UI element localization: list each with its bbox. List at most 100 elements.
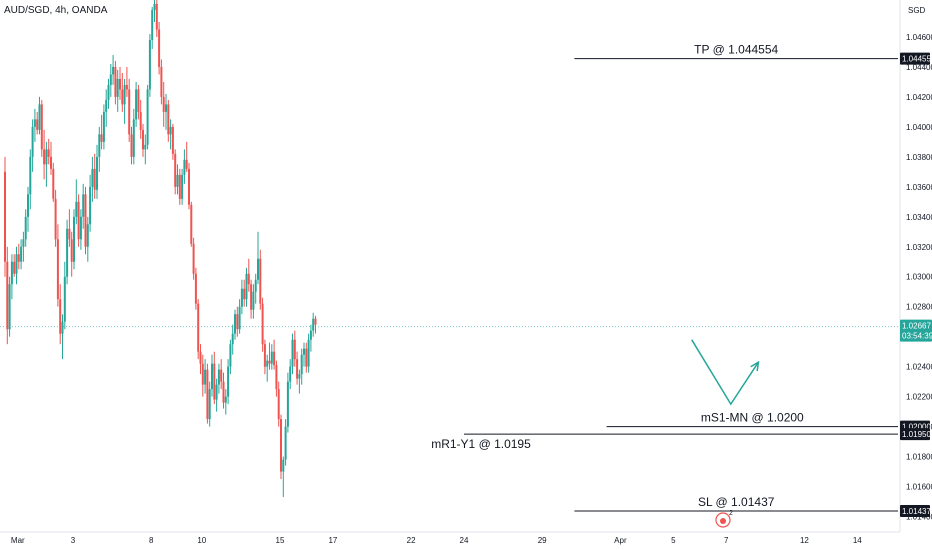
candle-body-103: [240, 288, 243, 307]
level-tag-1: 1.02000: [902, 423, 931, 432]
levels-layer: TP @ 1.044554 mS1-MN @ 1.0200 mR1-Y1 @ 1.0…: [0, 43, 898, 512]
candle-body-22: [54, 198, 57, 240]
candle-body-68: [160, 66, 163, 97]
candle-body-14: [36, 119, 39, 130]
candle-body-105: [245, 273, 248, 300]
candle-body-62: [146, 89, 149, 145]
level-tag-bg-2: [900, 428, 930, 441]
candle-body-18: [45, 149, 48, 165]
candle-body-106: [247, 273, 250, 285]
symbol-text: AUD/SGD, 4h, OANDA: [4, 5, 108, 16]
level-tag-2: 1.01950: [902, 430, 931, 439]
candle-body-30: [73, 216, 75, 262]
candle-body-8: [22, 239, 25, 247]
price-tick-8: 1.03000: [906, 273, 932, 282]
candle-body-34: [82, 194, 85, 217]
candle-body-90: [211, 363, 213, 390]
candle-body-109: [254, 279, 257, 292]
candle-body-99: [231, 333, 234, 345]
level-label-0: TP @ 1.044554: [694, 43, 778, 57]
candle-body-67: [158, 29, 161, 67]
level-tag-0: 1.04455: [902, 55, 931, 64]
candles-layer: [4, 0, 317, 498]
candle-body-63: [148, 39, 151, 90]
projection-path: [691, 339, 760, 406]
candle-body-3: [10, 261, 13, 285]
time-tick-7: 24: [460, 536, 469, 545]
currency-label: SGD: [908, 6, 926, 15]
candle-body-40: [96, 156, 98, 190]
candle-body-104: [243, 288, 246, 300]
level-label-1: mS1-MN @ 1.0200: [701, 411, 804, 425]
candle-body-108: [252, 291, 255, 310]
candle-body-20: [50, 156, 52, 169]
price-tick-12: 1.02200: [906, 393, 932, 402]
candle-body-71: [167, 104, 170, 135]
candle-body-107: [250, 284, 253, 310]
candle-body-42: [100, 134, 103, 142]
candle-body-60: [142, 129, 144, 150]
candle-body-128: [298, 374, 301, 379]
candle-body-64: [151, 10, 154, 40]
candle-body-10: [27, 194, 29, 217]
candle-body-26: [63, 276, 66, 322]
candle-body-93: [217, 369, 220, 385]
candle-body-78: [183, 159, 186, 175]
time-axis[interactable]: Mar 3 8 10 15 17 22 24 29 Apr 5 7 12 14: [0, 531, 900, 545]
current-price-tag: 1.02667: [902, 322, 931, 331]
candle-body-111: [259, 258, 262, 304]
price-tick-15: 1.01600: [906, 483, 932, 492]
tradingview-logo[interactable]: 2: [715, 510, 733, 528]
candle-body-79: [185, 159, 188, 169]
candle-body-49: [116, 78, 119, 97]
candle-body-39: [93, 168, 96, 190]
candle-body-25: [61, 321, 64, 334]
level-label-3: SL @ 1.01437: [698, 495, 775, 509]
candle-body-82: [192, 243, 195, 274]
candle-body-73: [171, 126, 174, 154]
candle-body-38: [91, 168, 94, 187]
level-tag-3: 1.01437: [902, 507, 931, 516]
price-axis[interactable]: 1.04600 1.04400 1.04200 1.04000 1.03800 1.036…: [899, 0, 932, 532]
candle-body-102: [238, 306, 241, 330]
candle-body-130: [303, 348, 305, 355]
candle-body-23: [56, 239, 59, 300]
candle-body-31: [75, 201, 78, 217]
logo-dot-icon: [720, 518, 726, 524]
time-tick-2: 8: [149, 536, 154, 545]
candle-body-0: [4, 171, 6, 262]
price-tick-2: 1.04200: [906, 93, 932, 102]
price-tick-14: 1.01800: [906, 453, 932, 462]
candle-body-27: [66, 228, 69, 277]
candle-body-11: [29, 156, 32, 195]
candle-body-129: [300, 354, 303, 375]
candle-body-125: [291, 339, 294, 367]
candle-body-44: [105, 99, 108, 112]
candle-body-55: [130, 134, 133, 157]
candle-body-121: [282, 459, 285, 472]
candle-body-80: [188, 168, 190, 205]
candle-body-37: [89, 186, 92, 225]
candle-body-76: [178, 174, 181, 199]
candle-body-118: [275, 365, 278, 390]
candle-body-113: [263, 344, 266, 367]
candle-body-9: [24, 216, 27, 240]
candle-body-72: [169, 126, 172, 135]
candle-body-84: [197, 303, 200, 352]
price-tick-3: 1.04000: [906, 123, 932, 132]
candle-body-52: [123, 84, 126, 105]
candle-body-126: [293, 339, 296, 360]
chart-symbol-label[interactable]: AUD/SGD, 4h, OANDA: [4, 5, 107, 16]
time-tick-8: 29: [538, 536, 547, 545]
candle-body-6: [17, 254, 20, 262]
candle-body-19: [47, 149, 50, 157]
price-tick-9: 1.02800: [906, 303, 932, 312]
price-tick-4: 1.03800: [906, 153, 932, 162]
candle-body-97: [227, 366, 230, 397]
candle-body-86: [201, 363, 204, 385]
candle-body-83: [194, 273, 197, 304]
candle-body-69: [162, 96, 165, 112]
time-tick-5: 17: [328, 536, 337, 545]
candle-body-15: [38, 104, 41, 130]
